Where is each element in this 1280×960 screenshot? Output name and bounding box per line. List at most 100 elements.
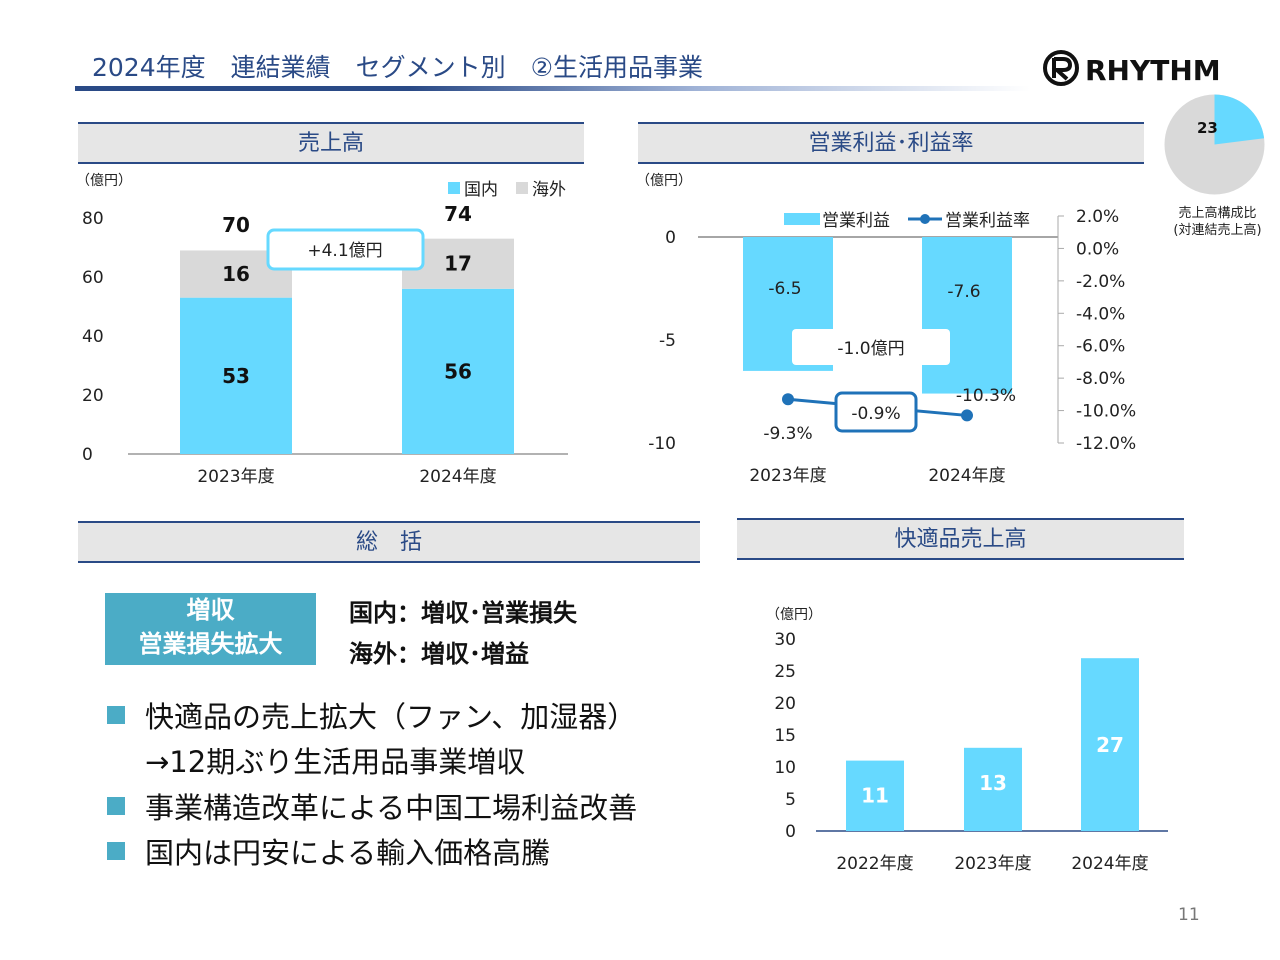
- y-tick-label: 30: [774, 630, 796, 650]
- bar-comfort-sales: [846, 760, 904, 831]
- legend-label-profit: 営業利益: [822, 211, 890, 231]
- data-label-total: 70: [222, 213, 250, 237]
- profit-change-callout-box: [792, 329, 950, 365]
- section-header-summary: 総 括: [78, 521, 700, 563]
- bar-comfort-sales: [964, 747, 1022, 831]
- data-label-profit: -7.6: [947, 282, 980, 302]
- pie-caption-line1: 売上高構成比: [1178, 206, 1257, 221]
- data-label-profit: -6.5: [768, 279, 801, 299]
- summary-domestic: 国内：増収･営業損失: [349, 599, 577, 627]
- pie-caption-line2: (対連結売上高): [1173, 223, 1262, 238]
- y-tick-label: 40: [82, 327, 104, 347]
- y-tick-label: 0: [82, 445, 93, 465]
- y-tick-label: -5: [659, 331, 676, 351]
- y-tick-label: 10: [774, 758, 796, 778]
- page-title: 2024年度 連結業績 セグメント別 ②生活用品事業: [92, 53, 704, 82]
- y2-tick-label: -6.0%: [1076, 337, 1125, 357]
- comfort-chart: 0 5 10 15 20 25 30 11 2022年度 13 2023年度 27 2024年度: [774, 630, 1168, 874]
- sales-chart: 0 20 40 60 80 53 16 70 2023年度 56 17 74 2024年度 +4.1億円 国…: [82, 180, 568, 487]
- bullet-square-icon: [107, 797, 125, 815]
- bullet-item-1: 快適品の売上拡大（ファン、加湿器）: [145, 700, 637, 734]
- page-number: 11: [1178, 905, 1200, 925]
- x-tick-label: 2023年度: [954, 854, 1031, 874]
- company-logo: RHYTHM: [1043, 50, 1221, 87]
- y2-tick-label: 0.0%: [1076, 239, 1119, 259]
- data-label-comfort: 13: [979, 771, 1007, 795]
- legend-label-overseas: 海外: [532, 180, 566, 200]
- legend-swatch-rate-point: [920, 214, 930, 224]
- section-header-profit: 営業利益･利益率: [638, 122, 1144, 164]
- legend-label-domestic: 国内: [464, 180, 498, 200]
- data-label-overseas: 16: [222, 262, 250, 286]
- pie-value-label: 23: [1197, 119, 1218, 137]
- legend-swatch-profit: [784, 213, 820, 225]
- data-label-domestic: 53: [222, 364, 250, 388]
- y-tick-label: 15: [774, 726, 796, 746]
- y-tick-label: 0: [665, 228, 676, 248]
- data-label-domestic: 56: [444, 359, 472, 383]
- summary-overseas: 海外：増収･増益: [349, 640, 529, 668]
- bullet-item-3: 国内は円安による輸入価格高騰: [145, 836, 551, 870]
- data-label-rate: -10.3%: [956, 386, 1016, 406]
- y-tick-label: 5: [785, 790, 796, 810]
- data-label-comfort: 11: [861, 784, 889, 808]
- bullet-square-icon: [107, 706, 125, 724]
- x-tick-label: 2023年度: [197, 467, 274, 487]
- y2-tick-label: -4.0%: [1076, 304, 1125, 324]
- rate-point: [782, 393, 794, 406]
- y-tick-label: 80: [82, 209, 104, 229]
- x-tick-label: 2022年度: [836, 854, 913, 874]
- y-tick-label: 20: [82, 386, 104, 406]
- data-label-rate: -9.3%: [763, 424, 812, 444]
- bar-domestic: [402, 288, 514, 454]
- y2-tick-label: 2.0%: [1076, 207, 1119, 227]
- data-label-comfort: 27: [1096, 733, 1124, 757]
- pie-share-slice: [1214, 94, 1265, 145]
- logo-mark-r: [1051, 57, 1073, 81]
- title-underline: [75, 86, 1030, 91]
- bullet-item-1-continued: →12期ぶり生活用品事業増収: [145, 745, 526, 779]
- logo-text: RHYTHM: [1085, 54, 1221, 87]
- y2-tick-label: -8.0%: [1076, 369, 1125, 389]
- comfort-unit-label: （億円）: [766, 607, 822, 623]
- y-tick-label: 0: [785, 822, 796, 842]
- y-tick-label: 60: [82, 268, 104, 288]
- y-tick-label: 25: [774, 662, 796, 682]
- y2-tick-label: -10.0%: [1076, 402, 1136, 422]
- summary-badge-line1: 増収: [186, 596, 235, 624]
- change-callout-text: +4.1億円: [307, 241, 382, 261]
- pie-caption: 売上高構成比 (対連結売上高): [1160, 205, 1275, 239]
- section-header-sales: 売上高: [78, 122, 584, 164]
- bullet-square-icon: [107, 842, 125, 860]
- legend-label-rate: 営業利益率: [945, 211, 1030, 231]
- summary-badge: 増収 営業損失拡大: [105, 593, 316, 665]
- profit-change-callout-text: -1.0億円: [837, 339, 904, 359]
- rate-change-callout-box: [834, 391, 918, 433]
- summary-badge-line2: 営業損失拡大: [138, 630, 283, 658]
- rate-change-callout-text: -0.9%: [851, 404, 900, 424]
- x-tick-label: 2023年度: [749, 466, 826, 486]
- bar-domestic: [180, 297, 292, 454]
- x-tick-label: 2024年度: [928, 466, 1005, 486]
- sales-unit-label: （億円）: [76, 173, 132, 189]
- data-label-total: 74: [444, 202, 472, 226]
- bar-comfort-sales: [1081, 658, 1139, 831]
- bar-operating-profit: [922, 237, 1012, 394]
- data-label-overseas: 17: [444, 252, 472, 276]
- composition-pie: 23: [1164, 94, 1265, 195]
- legend-swatch-overseas: [516, 182, 528, 194]
- x-tick-label: 2024年度: [419, 467, 496, 487]
- change-callout-box: [266, 228, 425, 271]
- y2-tick-label: -12.0%: [1076, 434, 1136, 454]
- rate-point: [961, 409, 973, 422]
- profit-chart: 0 -5 -10 2.0% 0.0% -2.0% -4.0% -6.0% -8.0% -10.0%…: [648, 207, 1136, 486]
- section-header-comfort: 快適品売上高: [737, 518, 1184, 560]
- profit-unit-label: （億円）: [636, 173, 692, 189]
- legend-swatch-domestic: [448, 182, 460, 194]
- y2-tick-label: -2.0%: [1076, 272, 1125, 292]
- y-tick-label: 20: [774, 694, 796, 714]
- x-tick-label: 2024年度: [1071, 854, 1148, 874]
- y-tick-label: -10: [648, 434, 676, 454]
- bullet-item-2: 事業構造改革による中国工場利益改善: [145, 791, 638, 825]
- logo-mark-ring: [1043, 50, 1079, 86]
